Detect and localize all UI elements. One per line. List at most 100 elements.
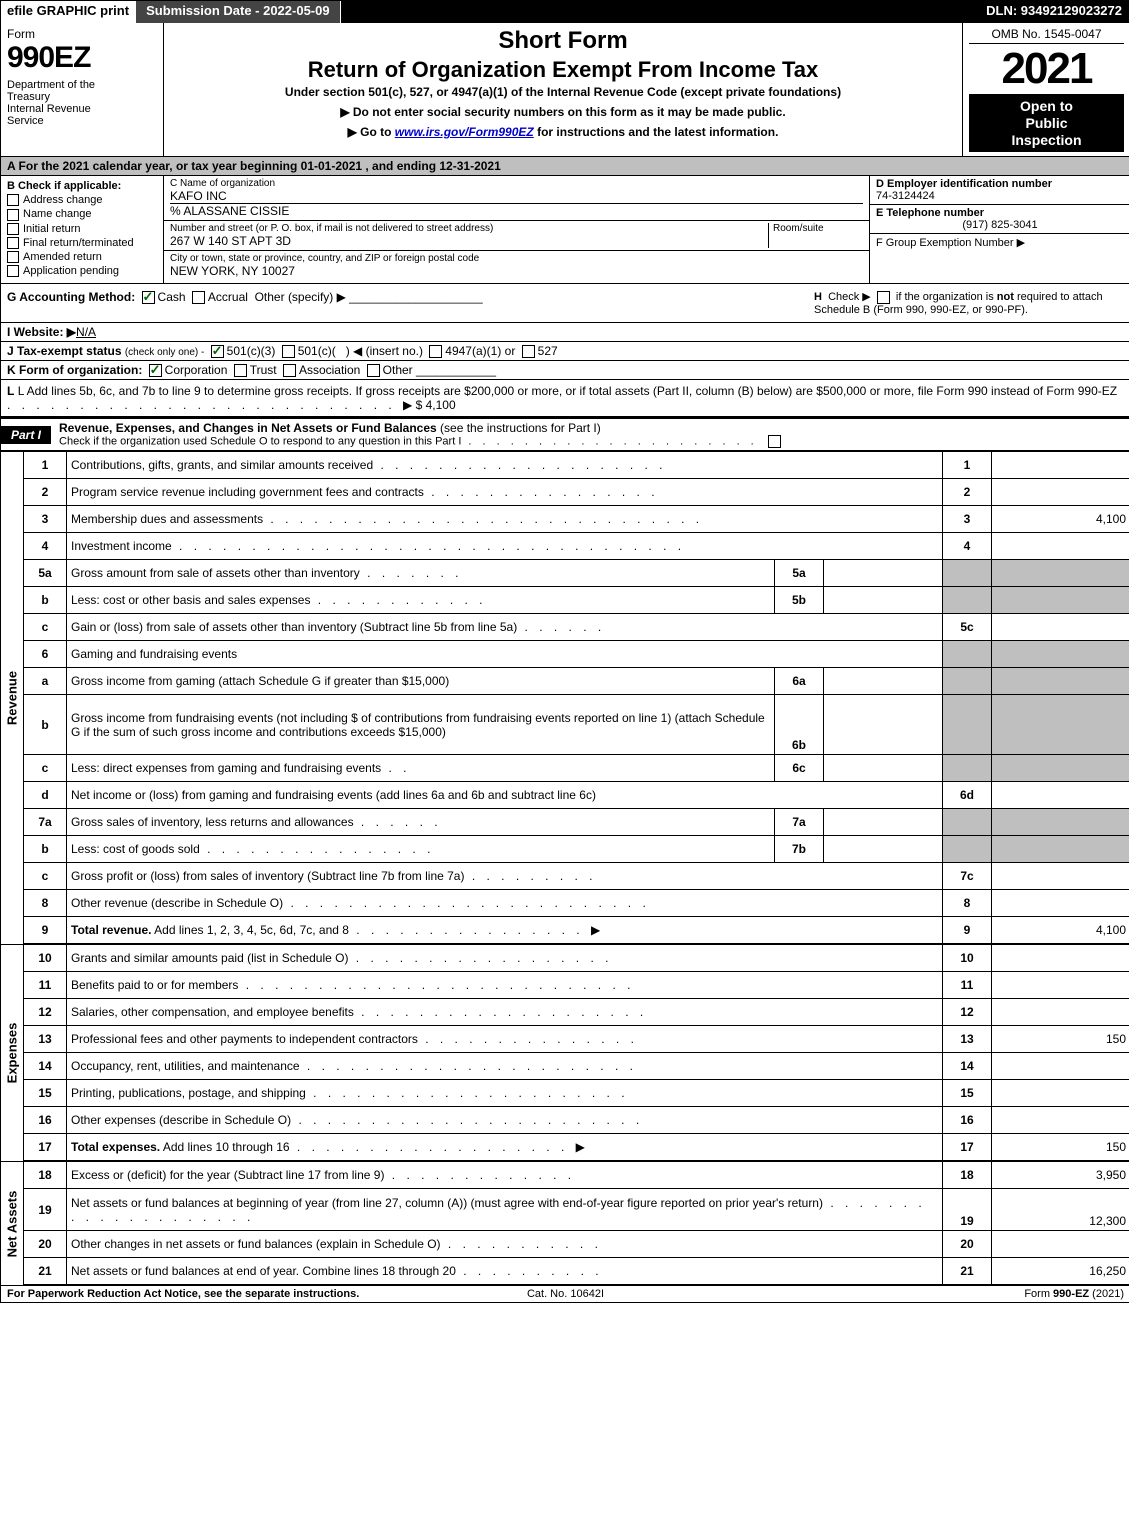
line-7c: cGross profit or (loss) from sales of in… [24,863,1129,890]
line-15: 15Printing, publications, postage, and s… [24,1080,1129,1107]
omb-number: OMB No. 1545-0047 [969,27,1124,44]
street-address: 267 W 140 ST APT 3D [170,234,768,248]
section-bcdef: B Check if applicable: Address change Na… [1,176,1129,284]
department-label: Department of theTreasuryInternal Revenu… [7,79,157,127]
line-2: 2Program service revenue including gover… [24,479,1129,506]
check-corporation[interactable] [149,364,162,377]
g-label: G Accounting Method: [7,290,135,304]
dln-label: DLN: 93492129023272 [978,1,1129,23]
revenue-side-label: Revenue [1,451,24,944]
check-other-org[interactable] [367,364,380,377]
phone-label: E Telephone number [876,207,1124,219]
line-5a: 5aGross amount from sale of assets other… [24,560,1129,587]
part-1-header: Part I Revenue, Expenses, and Changes in… [1,417,1129,451]
expenses-section: Expenses 10Grants and similar amounts pa… [1,944,1129,1161]
instructions-link: ▶ Go to www.irs.gov/Form990EZ for instru… [172,125,954,139]
line-16: 16Other expenses (describe in Schedule O… [24,1107,1129,1134]
footer-center: Cat. No. 10642I [379,1288,751,1300]
phone-value: (917) 825-3041 [876,219,1124,231]
line-17: 17Total expenses. Add lines 10 through 1… [24,1134,1129,1161]
open-to-public-badge: Open to Public Inspection [969,94,1124,152]
expenses-side-label: Expenses [1,944,24,1161]
row-i-website: I Website: ▶N/A [1,323,1129,342]
check-name-change[interactable]: Name change [7,208,157,220]
check-accrual[interactable] [192,291,205,304]
room-label: Room/suite [773,223,863,234]
ssn-warning: ▶ Do not enter social security numbers o… [172,105,954,119]
gross-receipts-amount: ▶ $ 4,100 [403,398,456,412]
line-9: 9Total revenue. Add lines 1, 2, 3, 4, 5c… [24,917,1129,944]
col-def: D Employer identification number 74-3124… [870,176,1129,283]
city-label: City or town, state or province, country… [170,253,863,264]
efile-print-label[interactable]: efile GRAPHIC print [1,1,135,23]
check-application-pending[interactable]: Application pending [7,265,157,277]
header-center: Short Form Return of Organization Exempt… [164,23,962,156]
line-1: 1Contributions, gifts, grants, and simil… [24,452,1129,479]
row-l-gross-receipts: L L Add lines 5b, 6c, and 7b to line 9 t… [1,380,1129,417]
website-value: N/A [76,325,96,339]
form-number: 990EZ [7,41,157,75]
part-1-tab: Part I [1,426,51,444]
h-schedule-b: H Check ▶ if the organization is not req… [814,290,1124,316]
check-final-return[interactable]: Final return/terminated [7,237,157,249]
check-schedule-b[interactable] [877,291,890,304]
page-footer: For Paperwork Reduction Act Notice, see … [1,1285,1129,1302]
care-of: % ALASSANE CISSIE [170,203,863,218]
line-10: 10Grants and similar amounts paid (list … [24,945,1129,972]
line-14: 14Occupancy, rent, utilities, and mainte… [24,1053,1129,1080]
col-b-header: B Check if applicable: [7,180,157,192]
line-8: 8Other revenue (describe in Schedule O) … [24,890,1129,917]
city-state-zip: NEW YORK, NY 10027 [170,264,863,278]
line-12: 12Salaries, other compensation, and empl… [24,999,1129,1026]
revenue-section: Revenue 1Contributions, gifts, grants, a… [1,451,1129,944]
net-assets-section: Net Assets 18Excess or (deficit) for the… [1,1161,1129,1285]
form-label: Form [7,27,157,41]
row-j-tax-exempt: J Tax-exempt status (check only one) - 5… [1,342,1129,361]
check-527[interactable] [522,345,535,358]
check-schedule-o-part1[interactable] [768,435,781,448]
org-name: KAFO INC [170,189,863,203]
col-b-checkboxes: B Check if applicable: Address change Na… [1,176,164,283]
main-title: Return of Organization Exempt From Incom… [172,57,954,83]
check-association[interactable] [283,364,296,377]
check-501c[interactable] [282,345,295,358]
street-label: Number and street (or P. O. box, if mail… [170,223,768,234]
tax-year: 2021 [969,44,1124,94]
line-19: 19Net assets or fund balances at beginni… [24,1189,1129,1231]
line-20: 20Other changes in net assets or fund ba… [24,1231,1129,1258]
check-4947[interactable] [429,345,442,358]
line-6a: aGross income from gaming (attach Schedu… [24,668,1129,695]
footer-right: Form 990-EZ (2021) [752,1288,1124,1300]
check-address-change[interactable]: Address change [7,194,157,206]
expenses-table: 10Grants and similar amounts paid (list … [24,944,1129,1161]
line-6c: cLess: direct expenses from gaming and f… [24,755,1129,782]
line-5c: cGain or (loss) from sale of assets othe… [24,614,1129,641]
row-g-h: G Accounting Method: Cash Accrual Other … [1,284,1129,323]
org-name-label: C Name of organization [170,178,863,189]
check-cash[interactable] [142,291,155,304]
line-6d: dNet income or (loss) from gaming and fu… [24,782,1129,809]
check-501c3[interactable] [211,345,224,358]
footer-left: For Paperwork Reduction Act Notice, see … [7,1288,379,1300]
check-amended-return[interactable]: Amended return [7,251,157,263]
revenue-table: 1Contributions, gifts, grants, and simil… [24,451,1129,944]
line-4: 4Investment income . . . . . . . . . . .… [24,533,1129,560]
check-initial-return[interactable]: Initial return [7,223,157,235]
line-11: 11Benefits paid to or for members . . . … [24,972,1129,999]
submission-date-label: Submission Date - 2022-05-09 [135,1,341,23]
ein-value: 74-3124424 [876,190,1124,202]
row-k-form-org: K Form of organization: Corporation Trus… [1,361,1129,380]
header-left: Form 990EZ Department of theTreasuryInte… [1,23,164,156]
line-5b: bLess: cost or other basis and sales exp… [24,587,1129,614]
irs-link[interactable]: www.irs.gov/Form990EZ [395,125,534,139]
line-13: 13Professional fees and other payments t… [24,1026,1129,1053]
header-right: OMB No. 1545-0047 2021 Open to Public In… [962,23,1129,156]
line-21: 21Net assets or fund balances at end of … [24,1258,1129,1285]
line-7a: 7aGross sales of inventory, less returns… [24,809,1129,836]
row-a-calendar-year: A For the 2021 calendar year, or tax yea… [1,157,1129,176]
line-6: 6Gaming and fundraising events [24,641,1129,668]
line-3: 3Membership dues and assessments . . . .… [24,506,1129,533]
check-trust[interactable] [234,364,247,377]
line-6b: bGross income from fundraising events (n… [24,695,1129,755]
header-row: Form 990EZ Department of theTreasuryInte… [1,23,1129,157]
